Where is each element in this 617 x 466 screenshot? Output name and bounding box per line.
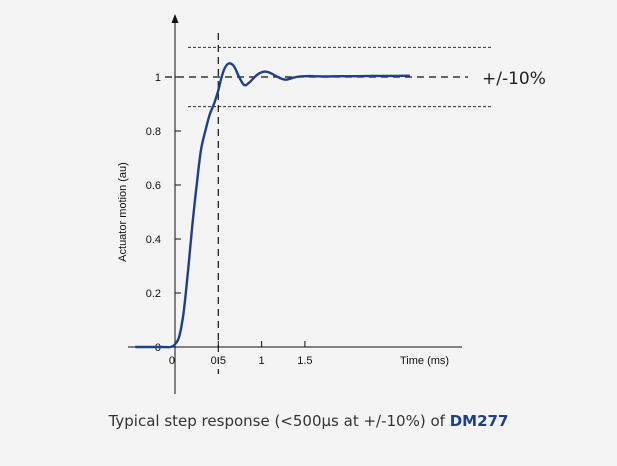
- y-tick-label: 0.6: [146, 180, 161, 192]
- caption-text: Typical step response (<500µs at +/-10%)…: [108, 412, 450, 430]
- y-tick-label: 0.8: [146, 126, 161, 138]
- axes: [128, 14, 462, 394]
- figure-caption: Typical step response (<500µs at +/-10%)…: [0, 412, 617, 430]
- tick-labels: 00.20.40.60.810 0.5 1 1.5: [146, 72, 313, 367]
- x-axis-label: Time (ms): [400, 355, 449, 367]
- reference-lines: [165, 33, 491, 374]
- x-tick-label: 0: [169, 355, 175, 367]
- x-tick-label: 1: [259, 355, 265, 367]
- y-axis-arrow: [171, 14, 179, 23]
- x-tick-label: 1.5: [297, 355, 312, 367]
- y-tick-label: 0.2: [146, 288, 161, 300]
- y-axis-label: Actuator motion (au): [117, 162, 129, 262]
- y-tick-label: 1: [155, 72, 161, 84]
- caption-brand: DM277: [449, 412, 509, 430]
- step-response-curve: [134, 62, 410, 349]
- series-group: [134, 62, 410, 349]
- x-tick-label: 0.5: [211, 355, 226, 367]
- tolerance-label: +/-10%: [482, 69, 546, 89]
- y-tick-label: 0.4: [146, 234, 161, 246]
